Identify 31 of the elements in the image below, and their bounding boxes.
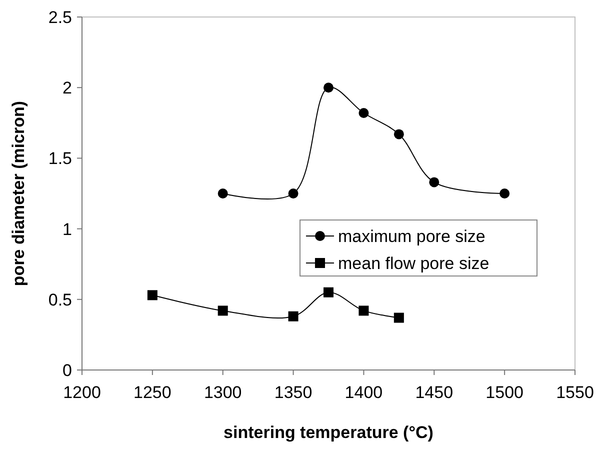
point (358, 306, 369, 316)
y-tick-label: 1.5 (48, 149, 72, 168)
x-axis-title: sintering temperature (°C) (224, 423, 434, 442)
point (324, 82, 334, 93)
point (394, 129, 404, 140)
y-tick-label: 2.5 (48, 8, 72, 27)
point (394, 312, 404, 323)
point (218, 306, 228, 316)
x-tick-label: 1500 (486, 383, 524, 402)
point (288, 311, 298, 322)
x-tick-label: 1350 (274, 383, 312, 402)
x-tick-label: 1550 (556, 383, 594, 402)
x-tick-label: 1450 (415, 383, 454, 402)
y-axis-title: pore diameter (micron) (9, 100, 28, 286)
point (429, 177, 440, 188)
x-tick-label: 1200 (63, 383, 101, 402)
y-tick-label: 0 (62, 360, 72, 380)
point (500, 188, 510, 198)
x-tick-label: 1400 (344, 383, 383, 402)
x-tick-label: 1300 (204, 383, 242, 402)
y-tick-label: 0.5 (48, 290, 72, 310)
point (324, 287, 334, 298)
point (218, 188, 228, 198)
legend-label: mean flow pore size (338, 254, 490, 273)
x-tick-label: 1250 (134, 383, 172, 402)
y-tick-label: 1 (62, 220, 72, 239)
point (288, 188, 298, 198)
point (358, 108, 369, 118)
y-tick-label: 2 (62, 78, 72, 98)
legend-label: maximum pore size (338, 226, 486, 246)
point (147, 290, 158, 300)
